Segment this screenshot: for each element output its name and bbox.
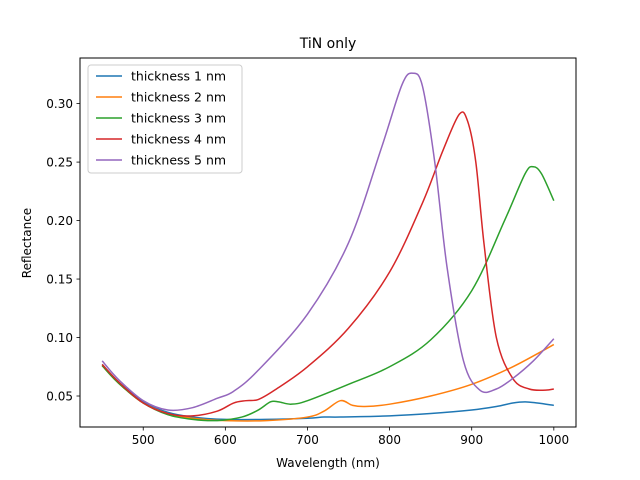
y-tick-label: 0.30 (46, 97, 73, 111)
legend: thickness 1 nm thickness 2 nm thickness 3 … (87, 64, 243, 174)
x-tick-label: 500 (132, 433, 155, 447)
plot-frame (79, 57, 577, 428)
y-tick-label: 0.25 (46, 155, 73, 169)
x-axis-label: Wavelength (nm) (276, 456, 380, 470)
y-axis-ticks: 0.05 0.10 0.15 0.20 0.25 0.30 (46, 97, 80, 403)
x-tick-label: 800 (378, 433, 401, 447)
x-axis-ticks: 500 600 700 800 900 1000 (132, 427, 569, 447)
plot-lines (101, 72, 555, 422)
series-line-1 (101, 363, 554, 421)
series-line-3 (101, 165, 555, 422)
x-tick-label: 600 (214, 433, 237, 447)
y-tick-label: 0.10 (46, 331, 73, 345)
legend-label-3: thickness 3 nm (131, 111, 226, 126)
x-tick-label: 700 (296, 433, 319, 447)
chart-title: TiN only (299, 36, 357, 52)
legend-label-4: thickness 4 nm (131, 132, 226, 147)
y-tick-label: 0.20 (46, 214, 73, 228)
legend-label-2: thickness 2 nm (131, 90, 226, 105)
series-line-4 (101, 111, 554, 417)
series-line-2 (101, 343, 555, 422)
x-tick-label: 900 (460, 433, 483, 447)
legend-label-1: thickness 1 nm (131, 69, 226, 84)
x-tick-label: 1000 (539, 433, 570, 447)
legend-box (87, 64, 243, 174)
legend-label-5: thickness 5 nm (131, 153, 226, 168)
y-axis-label: Reflectance (20, 208, 34, 278)
series-line-5 (101, 72, 555, 412)
y-tick-label: 0.05 (46, 389, 73, 403)
y-tick-label: 0.15 (46, 272, 73, 286)
